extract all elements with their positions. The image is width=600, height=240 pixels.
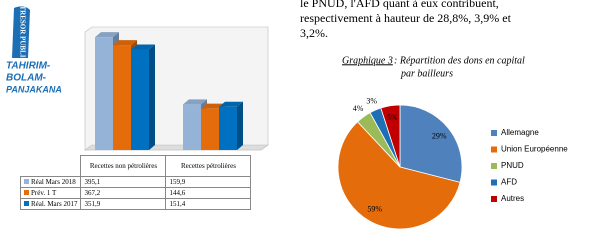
bar-top	[113, 40, 137, 46]
bar	[113, 45, 131, 151]
bar-top	[219, 101, 243, 107]
legend-label: Autres	[501, 194, 524, 203]
table-corner	[21, 156, 81, 177]
legend-label: Réal. Mars 2017	[31, 200, 78, 208]
bar-top	[95, 32, 119, 38]
logo-line: PANJAKANA	[6, 84, 62, 94]
table-header-cell: Recettes pétrolières	[165, 155, 252, 177]
table-row: Réal Mars 2018 395,1 159,9	[19, 176, 252, 188]
legend-label: Allemagne	[501, 128, 539, 137]
table-header-cell: Recettes non pétrolières	[80, 155, 167, 177]
legend-swatch	[491, 196, 497, 202]
table-value: 351,9	[80, 198, 167, 210]
bar	[131, 49, 149, 151]
data-label: 4%	[353, 104, 364, 113]
bar	[219, 106, 237, 150]
pie-slice	[337, 121, 461, 230]
legend-cell: Réal Mars 2018	[19, 176, 82, 188]
pie-slice	[399, 104, 463, 183]
table-header: Recettes non pétrolières Recettes pétroli…	[21, 155, 252, 177]
chart-title: : Répartition des dons en capital	[394, 55, 525, 66]
legend-swatch	[491, 130, 497, 136]
data-label: 5%	[387, 113, 398, 122]
table-value: 395,1	[80, 176, 167, 188]
table-value: 144,6	[165, 187, 252, 199]
legend-swatch	[491, 163, 497, 169]
legend-label: PNUD	[501, 161, 524, 170]
paragraph-line: le PNUD, l'AFD quant à eux contribuent,	[300, 0, 499, 10]
legend-label: Union Européenne	[501, 145, 568, 154]
legend-swatch	[24, 201, 29, 206]
table-value: 151,4	[165, 198, 252, 210]
legend-label: Prév. 1 T	[31, 189, 57, 197]
paragraph-line: respectivement à hauteur de 28,8%, 3,9% …	[300, 11, 512, 25]
bar-side	[237, 101, 243, 150]
bar	[183, 104, 201, 150]
legend-swatch	[491, 146, 497, 153]
legend-cell: Prév. 1 T	[19, 187, 82, 199]
bar-side	[149, 44, 155, 151]
logo-figure	[12, 6, 30, 58]
table-value: 367,2	[80, 187, 167, 199]
bar-top	[131, 44, 155, 50]
legend-label: Réal Mars 2018	[31, 178, 76, 186]
bar	[95, 37, 113, 150]
legend-cell: Réal. Mars 2017	[19, 198, 82, 210]
table-value: 159,9	[165, 176, 252, 188]
data-label: 59%	[367, 205, 382, 214]
paragraph-line: 3,2%.	[300, 26, 328, 40]
table-row: Réal. Mars 2017 351,9 151,4	[19, 198, 252, 210]
logo-line: TAHIRIM-	[6, 61, 51, 72]
data-label: 3%	[366, 96, 377, 105]
chart-title-label: Graphique 3	[342, 55, 393, 66]
table-row: Prév. 1 T 367,2 144,6	[19, 187, 252, 199]
logo-vertical: TRESOR PUBLIC	[18, 6, 26, 63]
legend-swatch	[491, 179, 497, 186]
bar-top	[183, 99, 207, 105]
pie-slice	[380, 104, 401, 168]
data-table: Recettes non pétrolières Recettes pétroli…	[19, 155, 252, 210]
data-label: 29%	[432, 131, 447, 140]
chart-title: par bailleurs	[400, 68, 453, 79]
bar	[201, 108, 219, 150]
legend-label: AFD	[501, 178, 517, 187]
legend-swatch	[24, 190, 29, 195]
legend-swatch	[24, 179, 29, 184]
logo-line: BOLAM-	[6, 73, 47, 84]
